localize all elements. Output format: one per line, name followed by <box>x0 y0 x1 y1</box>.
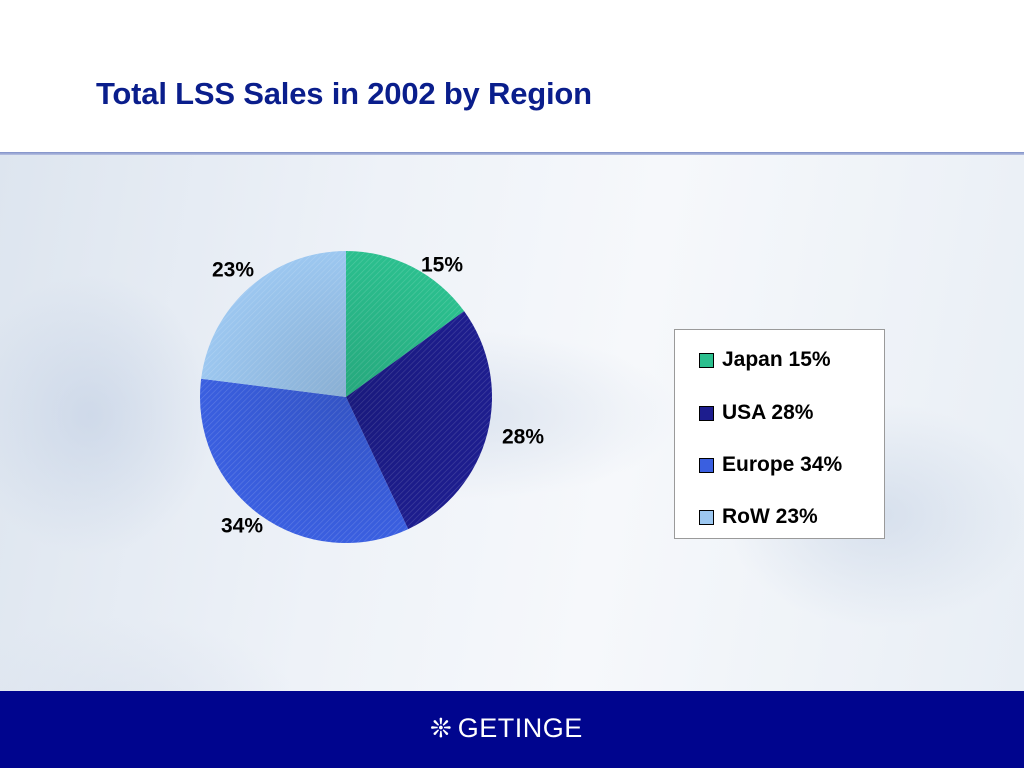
legend-swatch-row <box>699 509 714 525</box>
data-label-japan: 15% <box>421 254 463 277</box>
logo-text: GETINGE <box>457 712 583 743</box>
snowflake-icon: ❊ <box>430 713 452 743</box>
legend-label-europe: Europe 34% <box>722 453 843 476</box>
chart-legend: Japan 15% USA 28% Europe 34% RoW 23% <box>674 329 885 539</box>
legend-swatch-japan <box>699 352 714 368</box>
header-divider <box>0 152 1024 155</box>
legend-item-japan: Japan 15% <box>699 347 831 373</box>
getinge-logo: ❊ GETINGE <box>430 712 583 744</box>
pie-center-shading <box>200 251 492 543</box>
legend-label-japan: Japan 15% <box>722 348 831 371</box>
chart-title: Total LSS Sales in 2002 by Region <box>96 76 592 111</box>
legend-label-usa: USA 28% <box>722 401 814 424</box>
data-label-usa: 28% <box>502 426 544 449</box>
legend-swatch-europe <box>699 457 714 473</box>
data-label-row: 23% <box>212 259 254 282</box>
legend-item-usa: USA 28% <box>699 400 813 426</box>
legend-item-row: RoW 23% <box>699 504 818 530</box>
legend-item-europe: Europe 34% <box>699 452 842 478</box>
legend-swatch-usa <box>699 405 714 421</box>
legend-label-row: RoW 23% <box>722 505 818 528</box>
data-label-europe: 34% <box>221 515 263 538</box>
footer-bar <box>0 691 1024 768</box>
